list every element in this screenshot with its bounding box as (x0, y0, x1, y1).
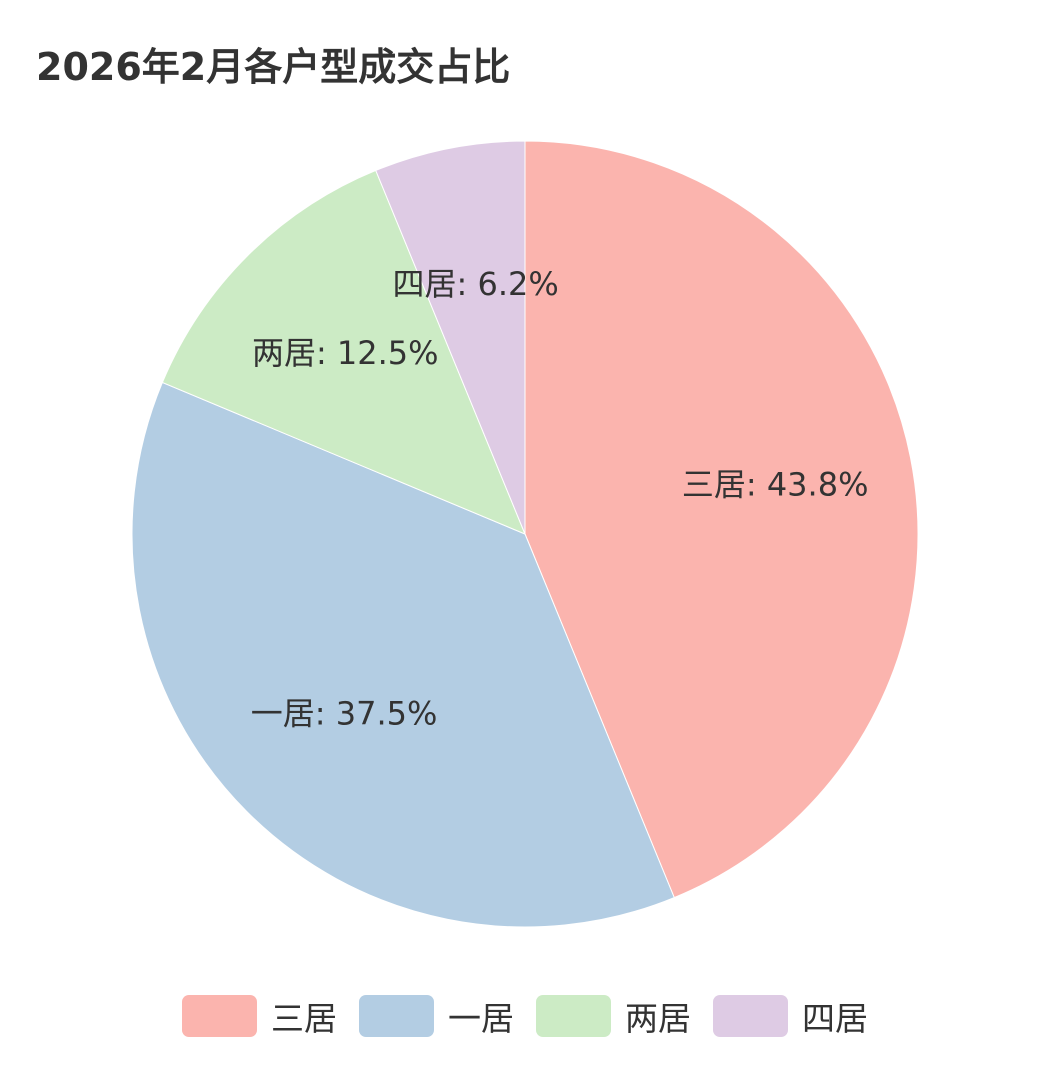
legend-swatch-2 (359, 995, 434, 1037)
legend-label-4: 四居 (802, 999, 868, 1038)
pie-slice-2 (131, 381, 675, 928)
legend-swatch-3 (536, 995, 611, 1037)
legend-label-1: 三居 (271, 999, 337, 1038)
legend-swatch-4 (713, 995, 788, 1037)
legend: 三居 一居 两居 四居 (0, 994, 1050, 1038)
pie-slice-4 (375, 140, 526, 535)
legend-label-2: 一居 (448, 999, 514, 1038)
legend-swatch-1 (182, 995, 257, 1037)
legend-item-2[interactable]: 一居 (359, 992, 514, 1040)
legend-label-3: 两居 (625, 999, 691, 1038)
legend-item-3[interactable]: 两居 (536, 992, 691, 1040)
slice-label-2: 一居: 37.5% (251, 695, 438, 733)
pie-slice-3 (161, 169, 526, 535)
labels-layer: 三居: 43.8% 一居: 37.5% 两居: 12.5% 四居: 6.2% (251, 265, 869, 733)
slice-label-1: 三居: 43.8% (682, 466, 869, 504)
legend-item-4[interactable]: 四居 (713, 992, 868, 1040)
slices-layer (131, 140, 919, 928)
slice-label-3: 两居: 12.5% (252, 334, 439, 372)
chart-title: 2026年2月各户型成交占比 (36, 45, 511, 89)
pie-slice-1 (524, 140, 919, 899)
pie-chart: 三居: 43.8% 一居: 37.5% 两居: 12.5% 四居: 6.2% (131, 140, 919, 928)
slice-label-4: 四居: 6.2% (393, 265, 559, 303)
legend-item-1[interactable]: 三居 (182, 992, 337, 1040)
